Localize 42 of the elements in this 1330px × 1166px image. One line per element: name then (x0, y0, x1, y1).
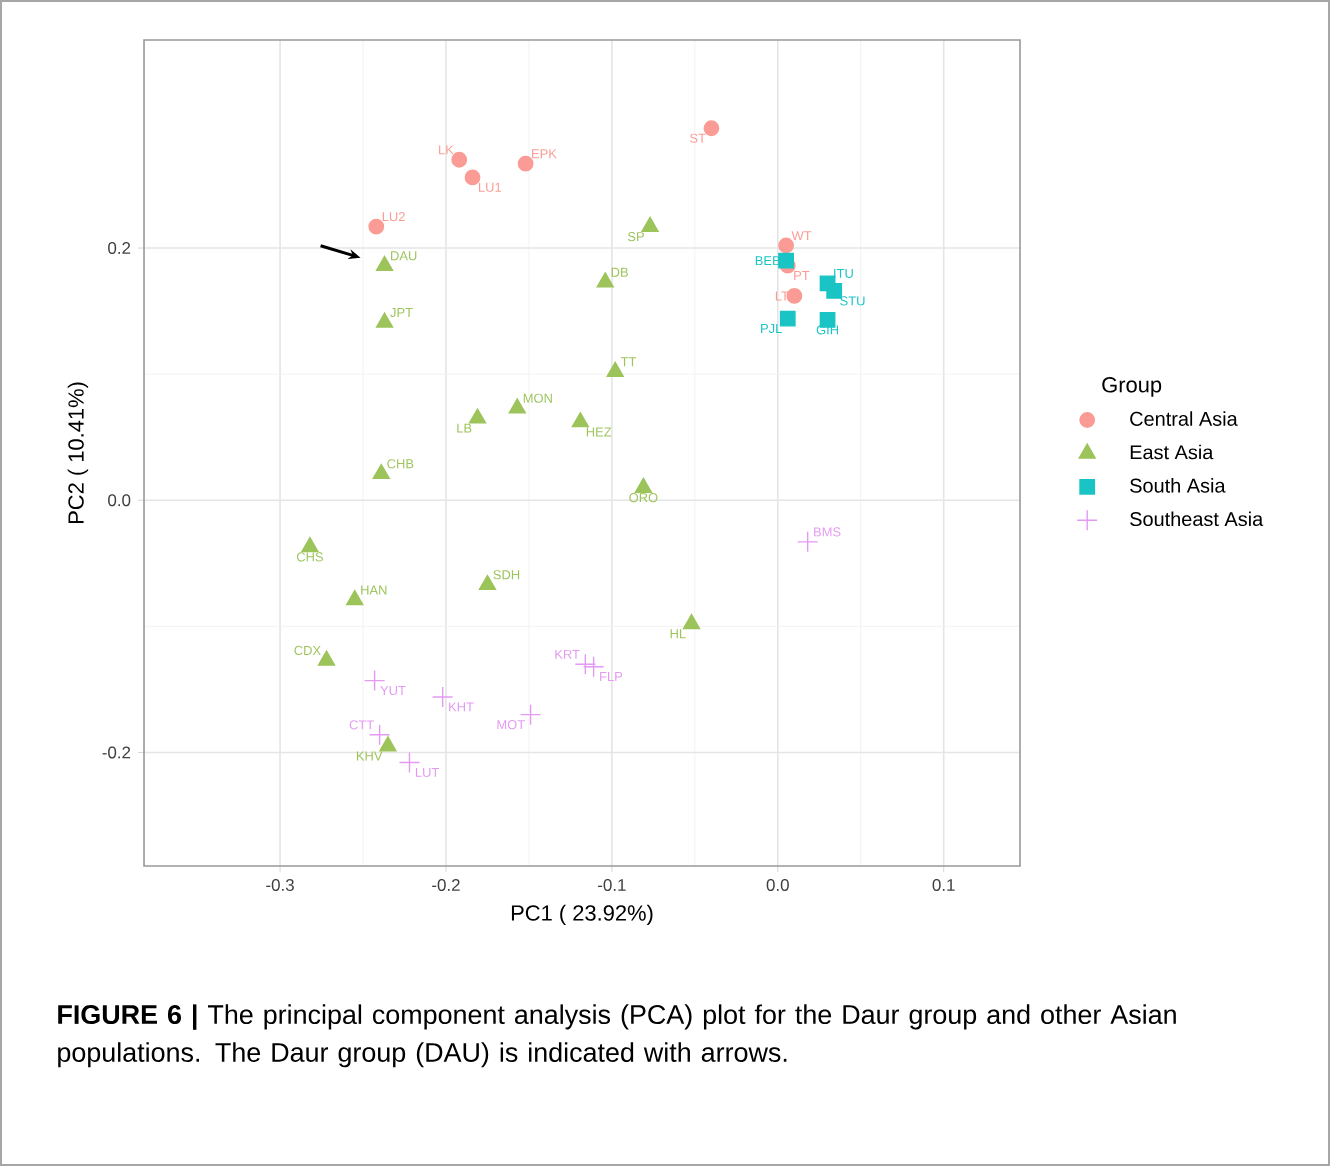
point (779, 310, 796, 327)
point (826, 283, 843, 299)
x-tick-label: 0.1 (932, 879, 955, 891)
point (379, 736, 397, 752)
legend-label: South Asia (1130, 478, 1226, 493)
point (317, 650, 336, 666)
point (368, 218, 385, 235)
point (478, 574, 497, 591)
x-tick-label: -0.3 (266, 879, 294, 891)
point (468, 408, 487, 424)
legend-label: Central Asia (1130, 411, 1238, 426)
point (508, 398, 526, 414)
point (703, 120, 720, 137)
point (346, 589, 364, 606)
point (451, 151, 468, 168)
y-axis-title: PC2 ( 10.41%) (67, 382, 89, 524)
x-axis-title: PC1 ( 23.92%) (511, 904, 653, 926)
y-tick-label: -0.2 (102, 746, 131, 759)
x-tick-label: -0.2 (432, 879, 460, 891)
legend-label: East Asia (1130, 444, 1214, 460)
point (606, 361, 624, 377)
point (375, 312, 394, 328)
y-tick-label: 0.2 (108, 242, 131, 255)
point (301, 537, 319, 553)
point (641, 216, 659, 232)
point (464, 169, 481, 186)
point (682, 613, 701, 630)
legend-label: Southeast Asia (1130, 511, 1264, 527)
point (372, 463, 390, 480)
point (596, 272, 614, 288)
text: FIGURE 6 | The principal component analysis (PCA) plot for the Daur group and other Asian populations. The Daur group (DAU) is indicated with arrows. (58, 1004, 1176, 1068)
point (634, 477, 653, 493)
y-tick-label: 0.0 (108, 494, 131, 507)
x-tick-label: -0.1 (598, 879, 626, 891)
point (786, 288, 803, 304)
point (517, 155, 534, 172)
legend-title: Group (1102, 377, 1162, 397)
point (375, 255, 394, 271)
x-tick-label: 0.0 (766, 879, 789, 891)
point (778, 252, 794, 269)
point (571, 412, 590, 428)
point (778, 237, 794, 254)
